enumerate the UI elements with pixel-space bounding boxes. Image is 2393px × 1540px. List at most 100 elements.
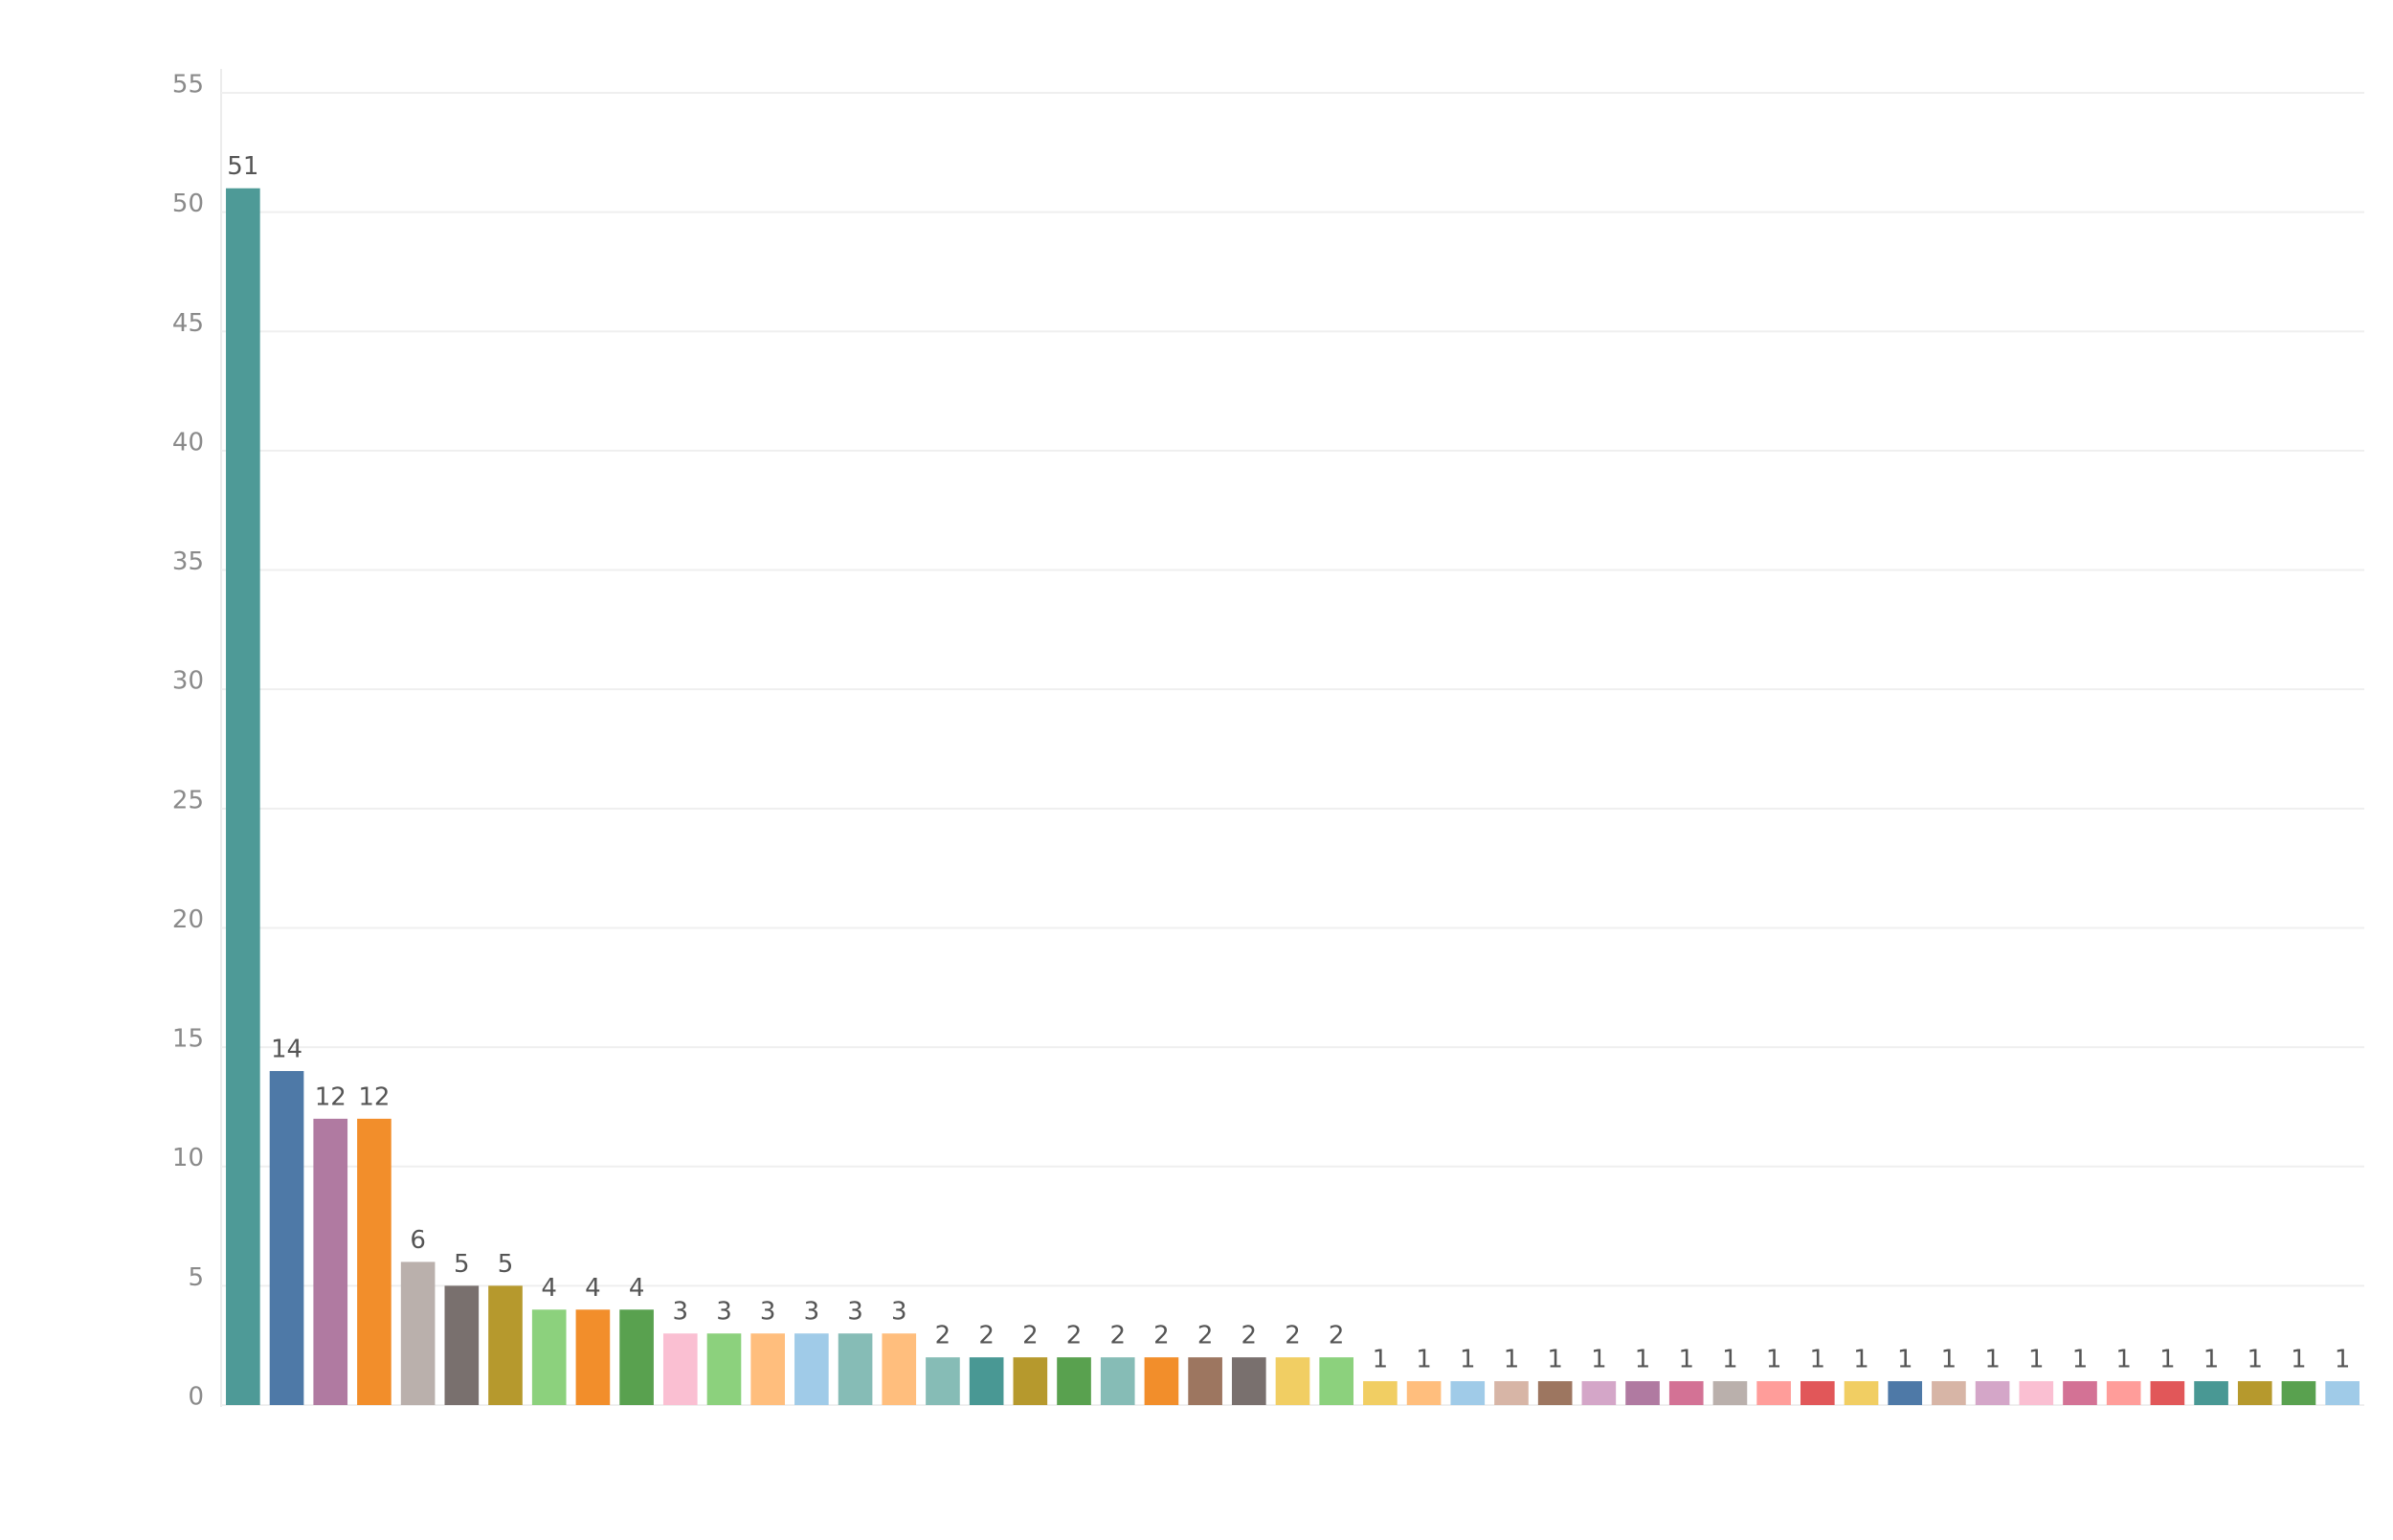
- value-label: 1: [1373, 1346, 1389, 1374]
- value-label: 2: [1066, 1322, 1083, 1350]
- bar: [1668, 1381, 1704, 1405]
- bar: [1319, 1357, 1354, 1405]
- bar: [1188, 1357, 1222, 1405]
- value-label: 1: [1984, 1346, 2001, 1374]
- bar: [444, 1285, 480, 1405]
- value-label: 1: [1416, 1346, 1432, 1374]
- bar: [1888, 1381, 1923, 1405]
- value-label: 1: [1941, 1346, 1957, 1374]
- value-label: 5: [454, 1250, 470, 1279]
- bar: [1537, 1381, 1573, 1405]
- value-label: 3: [673, 1298, 689, 1327]
- value-label: 14: [271, 1036, 302, 1064]
- bar: [750, 1333, 785, 1405]
- bar: [1625, 1381, 1660, 1405]
- value-label: 2: [935, 1322, 951, 1350]
- value-label: 1: [1853, 1346, 1869, 1374]
- y-tick-label: 50: [172, 190, 204, 218]
- value-label: 1: [1591, 1346, 1607, 1374]
- value-label: 1: [1766, 1346, 1782, 1374]
- value-label: 1: [2115, 1346, 2132, 1374]
- value-label: 4: [541, 1274, 557, 1303]
- bar: [1756, 1381, 1791, 1405]
- value-label: 1: [2247, 1346, 2263, 1374]
- bar: [2150, 1381, 2185, 1405]
- value-label: 3: [804, 1298, 820, 1327]
- value-label: 2: [1241, 1322, 1258, 1350]
- y-tick-label: 5: [188, 1263, 204, 1292]
- value-label: 1: [1547, 1346, 1563, 1374]
- bar: [794, 1333, 829, 1405]
- bar: [1275, 1357, 1310, 1405]
- value-label: 1: [2072, 1346, 2089, 1374]
- bar: [488, 1285, 523, 1405]
- value-label: 1: [1722, 1346, 1738, 1374]
- y-tick-label: 10: [172, 1144, 204, 1172]
- bar: [2281, 1381, 2316, 1405]
- bar: [1013, 1357, 1048, 1405]
- value-label: 3: [760, 1298, 776, 1327]
- value-label: 51: [227, 152, 258, 181]
- value-label: 1: [1810, 1346, 1826, 1374]
- bar: [1363, 1381, 1398, 1405]
- bar: [531, 1309, 567, 1405]
- bar: [1406, 1381, 1442, 1405]
- y-tick-label: 20: [172, 905, 204, 934]
- value-label: 1: [2159, 1346, 2176, 1374]
- bar: [1057, 1357, 1091, 1405]
- bar: [1975, 1381, 2010, 1405]
- bar: [2237, 1381, 2272, 1405]
- value-label: 1: [2291, 1346, 2307, 1374]
- value-label: 2: [1197, 1322, 1214, 1350]
- value-label: 2: [1153, 1322, 1170, 1350]
- bar: [2325, 1381, 2359, 1405]
- value-label: 6: [410, 1226, 426, 1255]
- bar: [969, 1357, 1004, 1405]
- value-label: 1: [1678, 1346, 1694, 1374]
- y-tick-label: 45: [172, 309, 204, 338]
- bar: [1800, 1381, 1835, 1405]
- value-label: 1: [1897, 1346, 1913, 1374]
- value-label: 2: [1022, 1322, 1039, 1350]
- y-tick-label: 25: [172, 786, 204, 815]
- bar: [2106, 1381, 2141, 1405]
- value-label: 2: [1285, 1322, 1301, 1350]
- bar: [2063, 1381, 2097, 1405]
- bar: [838, 1333, 873, 1405]
- bar: [706, 1333, 742, 1405]
- bar: [1144, 1357, 1179, 1405]
- value-label: 2: [1109, 1322, 1126, 1350]
- bar: [269, 1071, 304, 1405]
- bar: [1712, 1381, 1748, 1405]
- value-label: 3: [891, 1298, 907, 1327]
- y-tick-label: 30: [172, 667, 204, 696]
- value-label: 1: [1504, 1346, 1520, 1374]
- y-tick-label: 15: [172, 1025, 204, 1054]
- value-label: 3: [847, 1298, 863, 1327]
- bar: [1581, 1381, 1617, 1405]
- value-label: 5: [498, 1250, 514, 1279]
- bar: [1494, 1381, 1529, 1405]
- bar: [313, 1118, 348, 1405]
- value-label: 3: [716, 1298, 732, 1327]
- value-label: 1: [2203, 1346, 2220, 1374]
- value-label: 12: [315, 1082, 347, 1111]
- value-label: 2: [978, 1322, 995, 1350]
- y-tick-label: 35: [172, 547, 204, 576]
- bar: [1450, 1381, 1486, 1405]
- bar: [1231, 1357, 1266, 1405]
- value-label: 1: [2028, 1346, 2045, 1374]
- value-label: 12: [358, 1082, 390, 1111]
- bar: [226, 188, 260, 1405]
- bar: [1844, 1381, 1879, 1405]
- y-tick-label: 55: [172, 71, 204, 100]
- value-label: 4: [585, 1274, 601, 1303]
- bar: [1100, 1357, 1135, 1405]
- y-tick-label: 0: [188, 1383, 204, 1412]
- value-label: 1: [1460, 1346, 1476, 1374]
- y-tick-label: 40: [172, 428, 204, 457]
- bar: [1932, 1381, 1966, 1405]
- bar: [575, 1309, 611, 1405]
- value-label: 4: [629, 1274, 645, 1303]
